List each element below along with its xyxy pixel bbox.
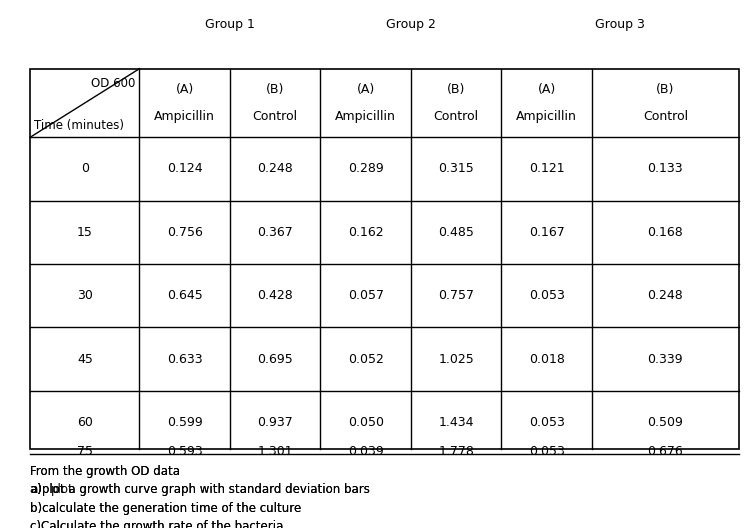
Text: 0.599: 0.599 bbox=[167, 416, 203, 429]
Text: 0.339: 0.339 bbox=[648, 353, 683, 365]
Text: From the growth OD data: From the growth OD data bbox=[30, 465, 180, 478]
Text: Group 3: Group 3 bbox=[595, 18, 645, 32]
Text: Ampicillin: Ampicillin bbox=[336, 110, 396, 122]
Text: (B): (B) bbox=[656, 83, 675, 96]
Text: 0.645: 0.645 bbox=[167, 289, 203, 302]
Text: 0.053: 0.053 bbox=[529, 445, 565, 458]
Text: Control: Control bbox=[643, 110, 688, 122]
Text: a)plot a growth curve graph with standard deviation bars: a)plot a growth curve graph with standar… bbox=[30, 483, 370, 496]
Text: 0.018: 0.018 bbox=[529, 353, 565, 365]
Text: 0.121: 0.121 bbox=[529, 163, 565, 175]
Text: 0.248: 0.248 bbox=[648, 289, 683, 302]
Text: Ampicillin: Ampicillin bbox=[516, 110, 577, 122]
Text: From the growth OD data: From the growth OD data bbox=[30, 465, 180, 478]
Text: 0.676: 0.676 bbox=[648, 445, 683, 458]
Text: 0.052: 0.052 bbox=[348, 353, 384, 365]
Text: 1.434: 1.434 bbox=[438, 416, 474, 429]
Text: 0.367: 0.367 bbox=[257, 226, 293, 239]
Text: 0.485: 0.485 bbox=[438, 226, 474, 239]
Text: b)calculate the generation time of the culture: b)calculate the generation time of the c… bbox=[30, 502, 302, 515]
Text: (A): (A) bbox=[176, 83, 194, 96]
Text: 0.937: 0.937 bbox=[257, 416, 293, 429]
Text: Time (minutes): Time (minutes) bbox=[34, 119, 124, 132]
Text: 60: 60 bbox=[77, 416, 93, 429]
Text: a): a) bbox=[30, 483, 42, 496]
Text: Control: Control bbox=[434, 110, 479, 122]
Text: (A): (A) bbox=[357, 83, 375, 96]
Text: 1.778: 1.778 bbox=[438, 445, 474, 458]
Text: 0.057: 0.057 bbox=[348, 289, 384, 302]
Text: a)plot a growth curve graph with standard deviation bars: a)plot a growth curve graph with standar… bbox=[30, 483, 370, 496]
Text: 45: 45 bbox=[77, 353, 93, 365]
Text: 30: 30 bbox=[77, 289, 93, 302]
Text: 0.289: 0.289 bbox=[348, 163, 384, 175]
Text: 0.050: 0.050 bbox=[348, 416, 384, 429]
Text: 0.162: 0.162 bbox=[348, 226, 384, 239]
Text: a): a) bbox=[30, 483, 42, 496]
Text: c)Calculate the growth rate of the bacteria: c)Calculate the growth rate of the bacte… bbox=[30, 520, 284, 528]
Text: OD 600: OD 600 bbox=[91, 77, 136, 90]
Text: 0.756: 0.756 bbox=[167, 226, 203, 239]
Text: (A): (A) bbox=[538, 83, 556, 96]
Text: 1.301: 1.301 bbox=[257, 445, 293, 458]
Text: 0.509: 0.509 bbox=[648, 416, 683, 429]
Text: c)Calculate the growth rate of the bacteria: c)Calculate the growth rate of the bacte… bbox=[30, 520, 284, 528]
Text: 0.168: 0.168 bbox=[648, 226, 683, 239]
Text: Group 1: Group 1 bbox=[205, 18, 255, 32]
Text: 0.315: 0.315 bbox=[438, 163, 474, 175]
Text: 0.039: 0.039 bbox=[348, 445, 384, 458]
Text: 0.248: 0.248 bbox=[257, 163, 293, 175]
Text: 0.053: 0.053 bbox=[529, 289, 565, 302]
Text: plot: plot bbox=[51, 483, 74, 496]
Text: 0.593: 0.593 bbox=[167, 445, 203, 458]
Text: 0.633: 0.633 bbox=[167, 353, 203, 365]
Text: 75: 75 bbox=[77, 445, 93, 458]
Text: 0.053: 0.053 bbox=[529, 416, 565, 429]
Text: Control: Control bbox=[253, 110, 298, 122]
Text: 0.757: 0.757 bbox=[438, 289, 474, 302]
Text: 0.167: 0.167 bbox=[529, 226, 565, 239]
Text: Ampicillin: Ampicillin bbox=[155, 110, 215, 122]
Text: (B): (B) bbox=[447, 83, 465, 96]
Text: 0.133: 0.133 bbox=[648, 163, 683, 175]
Text: Group 2: Group 2 bbox=[386, 18, 436, 32]
Text: 0.695: 0.695 bbox=[257, 353, 293, 365]
Text: (B): (B) bbox=[266, 83, 284, 96]
Text: 0.428: 0.428 bbox=[257, 289, 293, 302]
Text: b)calculate the generation time of the culture: b)calculate the generation time of the c… bbox=[30, 502, 302, 515]
Text: 0: 0 bbox=[81, 163, 89, 175]
Text: 0.124: 0.124 bbox=[167, 163, 203, 175]
Text: 15: 15 bbox=[77, 226, 93, 239]
Text: 1.025: 1.025 bbox=[438, 353, 474, 365]
